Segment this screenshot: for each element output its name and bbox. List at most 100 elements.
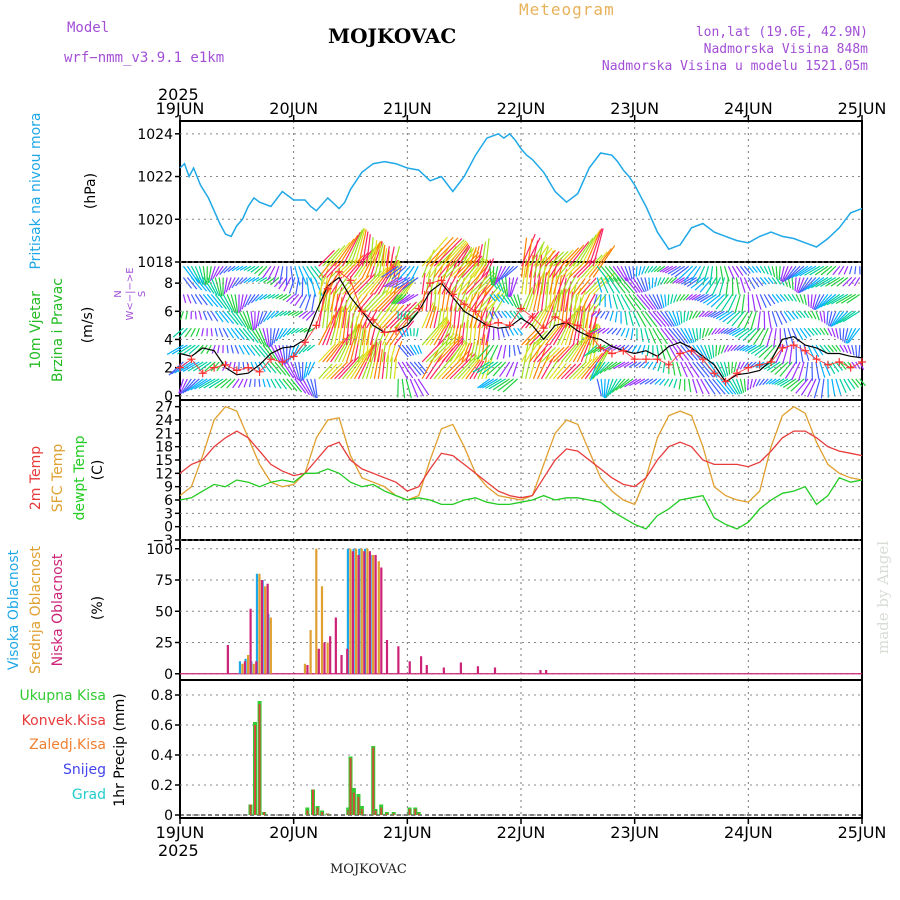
wind-barb [704, 361, 718, 378]
wind-barb [273, 277, 284, 288]
wind-barb [653, 265, 662, 273]
wind-barb [770, 361, 785, 373]
wind-barb [230, 310, 243, 327]
wind-barb [405, 378, 412, 399]
wind-barb [819, 327, 826, 336]
wind-barb [584, 251, 608, 278]
wind-barb [605, 378, 614, 398]
wind-barb [369, 237, 374, 267]
wind-barb-field [166, 228, 866, 399]
wind-barb [409, 344, 417, 355]
wind-barb [207, 266, 212, 283]
cloud-low-bar [476, 666, 480, 674]
wind-barb [757, 311, 761, 331]
cloud-low-bar [420, 656, 423, 674]
wind-barb [622, 344, 630, 352]
wind-barb [481, 259, 492, 278]
wind-barb [445, 307, 449, 329]
wind-barb [656, 265, 666, 273]
wind-barb [353, 245, 377, 278]
wind-barb [847, 327, 861, 344]
wind-barb [648, 294, 659, 310]
wind-barb [736, 361, 741, 371]
wind-barb [587, 344, 602, 355]
wind-barb [266, 310, 276, 321]
wind-barb [783, 294, 790, 302]
wind-barb [346, 251, 369, 278]
wind-barb [242, 311, 252, 330]
cloud-low-bar [459, 662, 462, 674]
wind-barb [799, 327, 808, 339]
wind-barb [741, 294, 745, 314]
wind-barb [310, 378, 317, 399]
wind-barb [743, 277, 751, 291]
wind-barb [389, 276, 407, 288]
wind-barb [810, 294, 813, 309]
pressure-unit: (hPa) [83, 173, 99, 209]
wind-barb [652, 361, 658, 371]
wind-barb [445, 351, 474, 380]
wind-barb [295, 327, 304, 334]
wind-barb [613, 361, 626, 370]
wind-barb [803, 294, 807, 306]
wind-barb [552, 265, 563, 295]
wind-barb [465, 319, 469, 346]
wind-barb [383, 276, 399, 288]
wind-barb [747, 327, 761, 344]
wind-barb [190, 294, 197, 305]
wind-barb [823, 344, 831, 353]
wind-barb [429, 237, 459, 267]
cloud-mid-bar [247, 655, 250, 674]
wind-barb [244, 294, 252, 308]
wind-barb [652, 294, 661, 310]
wind-barb [598, 294, 602, 306]
sfc-axis-title: SFC Temp [50, 444, 66, 513]
wind-barb [580, 254, 603, 278]
wind-barb [612, 344, 622, 351]
wind-barb [600, 310, 606, 319]
wind-barb [762, 378, 769, 386]
wind-barb [652, 310, 667, 327]
wind-barb [619, 378, 634, 389]
wind-barb [556, 288, 565, 329]
cloud-low-bar [334, 617, 337, 674]
wind-barb [497, 265, 511, 282]
wind-barb [270, 277, 280, 286]
wind-barb [576, 278, 591, 295]
wind-barb [672, 327, 686, 344]
wind-barb [505, 361, 515, 378]
wind-barb [596, 277, 603, 293]
wind-barb [592, 325, 601, 363]
wind-barb [781, 344, 789, 365]
wind-barb [791, 361, 801, 381]
y-tick-label: 0 [164, 520, 173, 536]
t2m-axis-title: 2m Temp [28, 446, 44, 510]
wind-barb [202, 294, 214, 307]
wind-barb [358, 270, 382, 295]
wind-barb [242, 344, 250, 356]
wind-barb [604, 378, 610, 399]
wind-barb [425, 333, 455, 363]
precip-conv-bar [352, 792, 355, 815]
wind-barb [334, 359, 354, 380]
precip-conv-bar [414, 809, 417, 815]
cloud-low-bar [317, 648, 320, 674]
wind-barb [226, 327, 235, 339]
wind-barb [548, 257, 563, 278]
wind-barb [453, 354, 478, 380]
wind-barb [469, 247, 477, 267]
wind-barb [298, 344, 308, 355]
wind-barb [342, 231, 361, 267]
wind-barb [234, 294, 239, 314]
wind-barb [835, 328, 839, 339]
wind-barb [702, 266, 710, 286]
wind-barb [271, 328, 276, 346]
wind-barb [717, 327, 725, 335]
wind-barb [839, 361, 847, 370]
cloud-mid-bar [315, 548, 318, 674]
wind-barb [708, 378, 721, 395]
wind-barb [600, 378, 604, 398]
wind-barb [668, 378, 674, 388]
wind-barb [493, 266, 499, 286]
wind-barb [306, 378, 315, 398]
